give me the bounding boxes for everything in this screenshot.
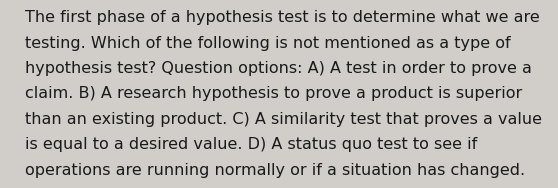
Text: testing. Which of the following is not mentioned as a type of: testing. Which of the following is not m…	[25, 36, 511, 51]
Text: hypothesis test? Question options: A) A test in order to prove a: hypothesis test? Question options: A) A …	[25, 61, 532, 76]
Text: operations are running normally or if a situation has changed.: operations are running normally or if a …	[25, 163, 525, 178]
Text: claim. B) A research hypothesis to prove a product is superior: claim. B) A research hypothesis to prove…	[25, 86, 522, 102]
Text: The first phase of a hypothesis test is to determine what we are: The first phase of a hypothesis test is …	[25, 10, 540, 25]
Text: than an existing product. C) A similarity test that proves a value: than an existing product. C) A similarit…	[25, 112, 542, 127]
Text: is equal to a desired value. D) A status quo test to see if: is equal to a desired value. D) A status…	[25, 137, 477, 152]
